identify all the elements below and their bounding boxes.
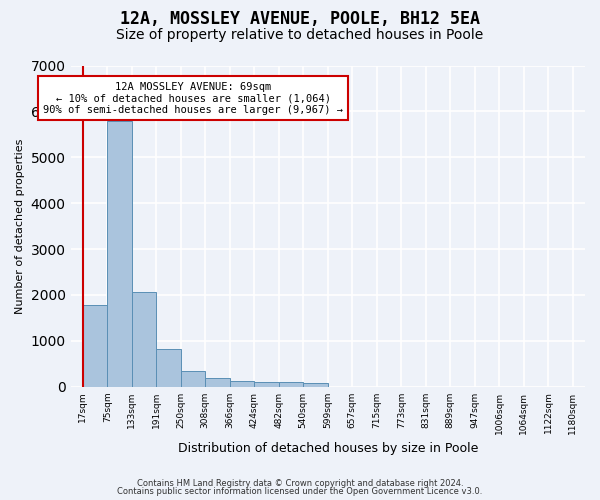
Text: Contains public sector information licensed under the Open Government Licence v3: Contains public sector information licen… [118,487,482,496]
Text: Size of property relative to detached houses in Poole: Size of property relative to detached ho… [116,28,484,42]
Text: Contains HM Land Registry data © Crown copyright and database right 2024.: Contains HM Land Registry data © Crown c… [137,478,463,488]
Bar [83,305,107,386]
Bar [230,381,254,386]
Bar [156,349,181,387]
Bar [181,371,205,386]
Bar [303,383,328,386]
Text: 12A, MOSSLEY AVENUE, POOLE, BH12 5EA: 12A, MOSSLEY AVENUE, POOLE, BH12 5EA [120,10,480,28]
Text: 12A MOSSLEY AVENUE: 69sqm
← 10% of detached houses are smaller (1,064)
90% of se: 12A MOSSLEY AVENUE: 69sqm ← 10% of detac… [43,82,343,115]
Y-axis label: Number of detached properties: Number of detached properties [15,138,25,314]
Bar [205,378,230,386]
Bar [107,122,132,386]
Bar [132,292,156,386]
Bar [254,382,279,386]
Bar [279,382,303,386]
X-axis label: Distribution of detached houses by size in Poole: Distribution of detached houses by size … [178,442,478,455]
